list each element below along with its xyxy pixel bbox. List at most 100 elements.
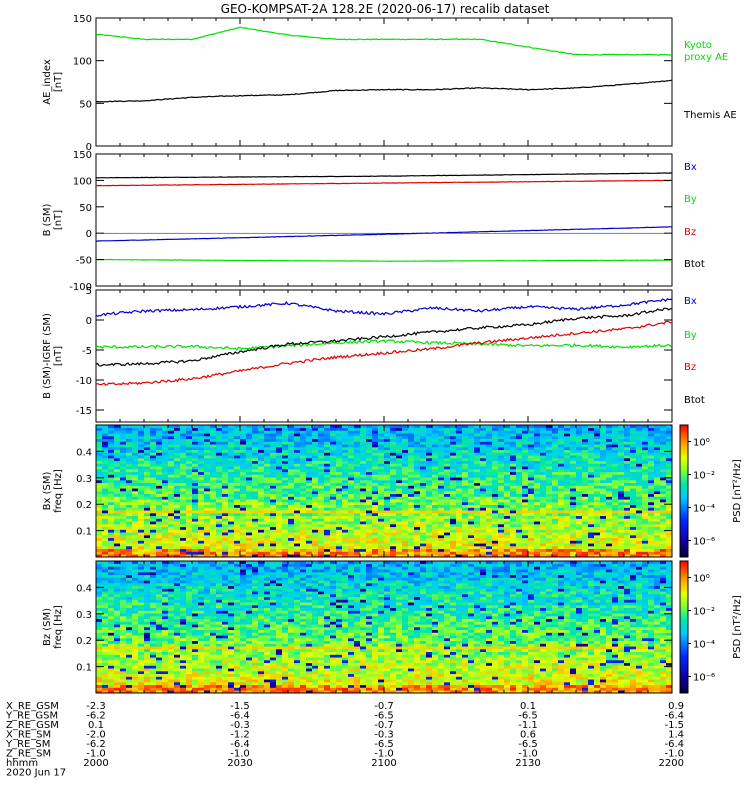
heatmap-cell [348, 447, 355, 451]
heatmap-cell [378, 474, 385, 478]
heatmap-cell [594, 471, 601, 475]
heatmap-cell [360, 427, 367, 431]
heatmap-cell [114, 485, 121, 489]
heatmap-cell [480, 504, 487, 508]
heatmap-cell [570, 455, 577, 459]
heatmap-cell [168, 463, 175, 467]
heatmap-cell [510, 455, 517, 459]
heatmap-cell [570, 554, 577, 558]
heatmap-cell [360, 471, 367, 475]
heatmap-cell [192, 485, 199, 489]
heatmap-cell [534, 510, 541, 514]
heatmap-cell [132, 485, 139, 489]
heatmap-cell [534, 471, 541, 475]
heatmap-cell [558, 532, 565, 536]
heatmap-cell [378, 460, 385, 464]
heatmap-cell [600, 485, 607, 489]
heatmap-cell [132, 496, 139, 500]
heatmap-cell [576, 447, 583, 451]
heatmap-cell [528, 521, 535, 525]
heatmap-cell [342, 535, 349, 539]
heatmap-cell [300, 540, 307, 544]
heatmap-cell [660, 455, 667, 459]
heatmap-cell [324, 535, 331, 539]
heatmap-cell [330, 458, 337, 462]
heatmap-cell [372, 471, 379, 475]
heatmap-cell [660, 524, 667, 528]
heatmap-cell [600, 548, 607, 552]
heatmap-cell [258, 537, 265, 541]
panel-b-ylabel-line: [nT] [53, 210, 64, 230]
heatmap-cell [510, 441, 517, 445]
heatmap-cell [510, 515, 517, 519]
heatmap-cell [180, 427, 187, 431]
heatmap-cell [192, 537, 199, 541]
heatmap-cell [108, 477, 115, 481]
heatmap-cell [144, 452, 151, 456]
heatmap-cell [588, 535, 595, 539]
heatmap-cell [474, 471, 481, 475]
heatmap-cell [618, 480, 625, 484]
heatmap-cell [312, 471, 319, 475]
heatmap-cell [636, 447, 643, 451]
heatmap-cell [558, 515, 565, 519]
heatmap-cell [420, 521, 427, 525]
heatmap-cell [318, 524, 325, 528]
heatmap-cell [300, 480, 307, 484]
heatmap-cell [348, 463, 355, 467]
heatmap-cell [666, 513, 673, 517]
heatmap-cell [192, 444, 199, 448]
heatmap-cell [210, 474, 217, 478]
panel-dbb-ylabel-line: [nT] [53, 346, 64, 366]
heatmap-cell [192, 529, 199, 533]
heatmap-cell [324, 452, 331, 456]
heatmap-cell [468, 529, 475, 533]
heatmap-cell [456, 543, 463, 547]
heatmap-cell [312, 441, 319, 445]
heatmap-cell [606, 463, 613, 467]
heatmap-cell [582, 485, 589, 489]
heatmap-cell [120, 529, 127, 533]
heatmap-cell [258, 510, 265, 514]
heatmap-cell [444, 436, 451, 440]
heatmap-cell [174, 502, 181, 506]
heatmap-cell [660, 474, 667, 478]
heatmap-cell [180, 477, 187, 481]
heatmap-cell [246, 425, 253, 429]
heatmap-cell [600, 537, 607, 541]
heatmap-cell [510, 474, 517, 478]
heatmap-cell [666, 471, 673, 475]
heatmap-cell [270, 436, 277, 440]
heatmap-cell [156, 485, 163, 489]
heatmap-cell [144, 496, 151, 500]
heatmap-cell [342, 485, 349, 489]
heatmap-cell [102, 466, 109, 470]
heatmap-cell [138, 488, 145, 492]
heatmap-cell [444, 496, 451, 500]
heatmap-cell [618, 436, 625, 440]
heatmap-cell [414, 482, 421, 486]
heatmap-cell [456, 540, 463, 544]
heatmap-cell [156, 537, 163, 541]
heatmap-cell [384, 496, 391, 500]
heatmap-cell [606, 488, 613, 492]
heatmap-cell [522, 537, 529, 541]
heatmap-cell [666, 460, 673, 464]
heatmap-cell [132, 452, 139, 456]
heatmap-cell [234, 488, 241, 492]
heatmap-cell [474, 504, 481, 508]
heatmap-cell [258, 430, 265, 434]
heatmap-cell [618, 469, 625, 473]
heatmap-cell [630, 540, 637, 544]
heatmap-cell [246, 436, 253, 440]
heatmap-cell [372, 524, 379, 528]
heatmap-cell [558, 455, 565, 459]
heatmap-cell [528, 499, 535, 503]
heatmap-cell [522, 546, 529, 550]
heatmap-cell [648, 521, 655, 525]
heatmap-cell [510, 493, 517, 497]
heatmap-cell [564, 469, 571, 473]
heatmap-cell [126, 455, 133, 459]
heatmap-cell [390, 496, 397, 500]
heatmap-cell [642, 485, 649, 489]
